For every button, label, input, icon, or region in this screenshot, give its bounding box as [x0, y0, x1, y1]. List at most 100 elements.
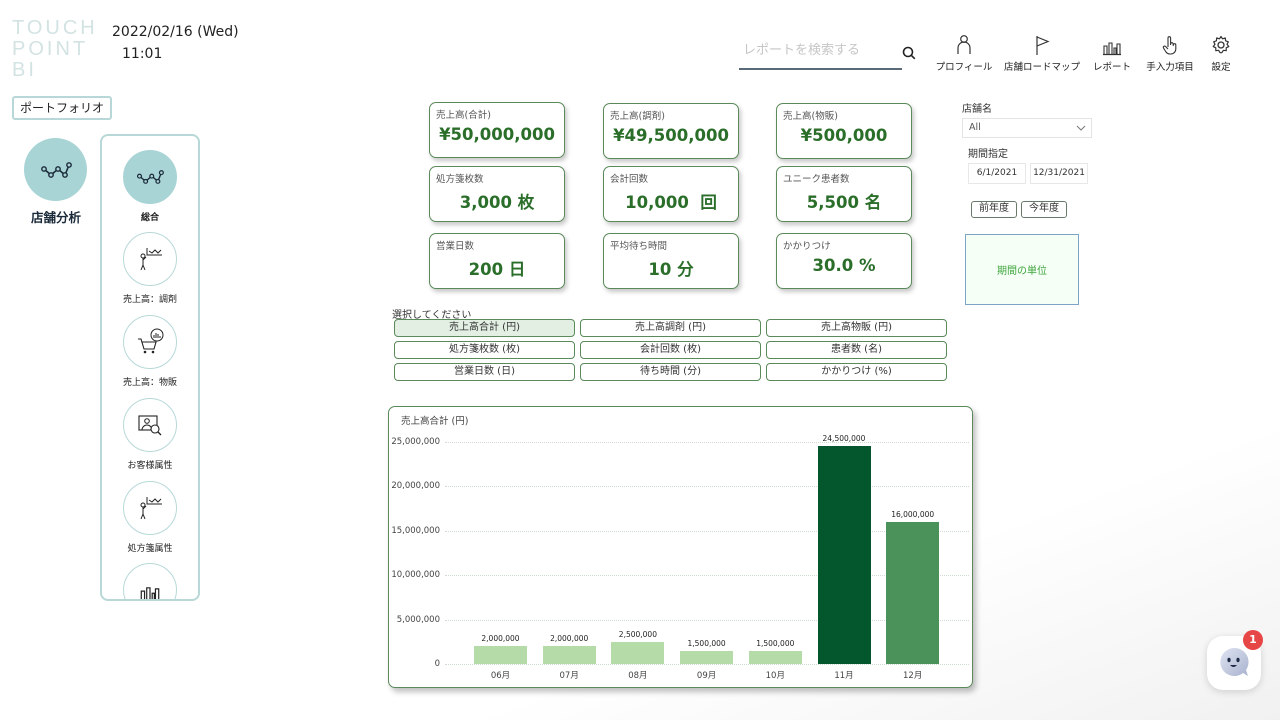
grid-line — [445, 442, 969, 443]
store-analysis-circle — [24, 138, 87, 201]
y-axis-tick-label: 0 — [434, 659, 440, 669]
metric-sales-dispensing[interactable]: 売上高調剤 (円) — [580, 319, 761, 337]
category-store-analysis[interactable]: 店舗分析 — [24, 138, 88, 226]
sales-bar-chart: 売上高合計 (円) 0 5,000,000 10,000,000 15,000,000… — [388, 406, 973, 688]
overview-circle — [123, 150, 177, 204]
metric-prescription-count[interactable]: 処方箋枚数 (枚) — [394, 341, 575, 359]
kpi-value: 30.0 — [812, 256, 854, 275]
metric-wait-time[interactable]: 待ち時間 (分) — [580, 363, 761, 381]
x-axis-category-label: 11月 — [834, 671, 854, 681]
store-select[interactable]: All — [962, 118, 1092, 138]
this-year-button[interactable]: 今年度 — [1021, 201, 1067, 218]
subnav-report[interactable] — [102, 563, 198, 599]
grid-line — [445, 619, 969, 621]
chat-bot-icon — [1220, 647, 1249, 676]
nav-store-roadmap[interactable]: 店舗ロードマップ — [998, 34, 1086, 73]
kpi-value-wrap: 10,000 回 — [604, 189, 738, 213]
app-logo: TOUCH POINT BI — [12, 18, 102, 81]
search-icon[interactable] — [902, 46, 916, 60]
kpi-unit: 分 — [677, 260, 694, 279]
kpi-value-wrap: ¥500,000 — [777, 126, 911, 145]
kpi-unit: 日 — [508, 260, 526, 279]
logo-line-2: POINT — [12, 38, 89, 60]
chart-bar[interactable] — [542, 646, 596, 664]
search-input[interactable] — [739, 32, 902, 70]
nav-settings[interactable]: 設定 — [1202, 34, 1240, 73]
nav-store-roadmap-label: 店舗ロードマップ — [1003, 62, 1080, 73]
filter-panel: 店舗名 All 期間指定 6/1/2021 12/31/2021 — [962, 100, 1102, 184]
kpi-value: 200 — [468, 260, 504, 279]
presenter-chart-icon — [140, 497, 162, 520]
kpi-title: 平均待ち時間 — [610, 241, 668, 252]
kpi-value-wrap: ¥50,000,000 — [430, 125, 564, 144]
chart-bar[interactable] — [886, 521, 940, 664]
subnav-overview-label: 総合 — [140, 213, 159, 223]
gear-icon — [1212, 35, 1230, 54]
kpi-title: かかりつけ — [783, 241, 831, 252]
kpi-regular-patient-rate: かかりつけ 30.0 % — [776, 233, 912, 289]
chart-bar[interactable] — [680, 650, 734, 664]
report-search — [739, 32, 919, 72]
chat-assistant-button[interactable] — [1207, 636, 1261, 690]
metric-regular-rate[interactable]: かかりつけ (%) — [766, 363, 947, 381]
current-date: 2022/02/16 (Wed) — [112, 24, 239, 40]
previous-year-button[interactable]: 前年度 — [971, 201, 1017, 218]
chart-bar[interactable] — [817, 446, 871, 664]
end-date-input[interactable]: 12/31/2021 — [1030, 163, 1088, 184]
chart-bar[interactable] — [748, 650, 802, 664]
kpi-sales-retail: 売上高(物販) ¥500,000 — [776, 103, 912, 159]
bar-chart-icon — [1103, 42, 1121, 56]
subnav-overview[interactable]: 総合 — [102, 150, 198, 223]
chevron-down-icon — [1076, 125, 1086, 131]
chart-bar[interactable] — [474, 646, 527, 664]
start-date-input[interactable]: 6/1/2021 — [968, 163, 1026, 184]
y-axis-tick-label: 25,000,000 — [391, 437, 440, 447]
line-chart-icon — [136, 170, 164, 184]
line-chart-icon — [40, 161, 72, 178]
nav-manual-input[interactable]: 手入力項目 — [1138, 34, 1202, 73]
nav-profile[interactable]: プロフィール — [930, 34, 998, 73]
x-axis-category-label: 08月 — [628, 671, 648, 681]
kpi-avg-wait-time: 平均待ち時間 10 分 — [603, 233, 739, 289]
y-axis-tick-label: 15,000,000 — [391, 525, 440, 536]
sales-dispensing-circle — [123, 232, 177, 286]
metric-business-days[interactable]: 営業日数 (日) — [394, 363, 575, 381]
kpi-checkout-count: 会計回数 10,000 回 — [603, 166, 739, 222]
bar-value-label: 2,500,000 — [618, 629, 657, 639]
metric-sales-total[interactable]: 売上高合計 (円) — [394, 319, 575, 337]
metric-checkout-count[interactable]: 会計回数 (枚) — [580, 341, 761, 359]
x-axis-category-label: 12月 — [903, 671, 923, 681]
kpi-value: 3,000 — [459, 193, 512, 212]
report-circle — [123, 563, 177, 599]
bar-value-label: 24,500,000 — [822, 434, 866, 444]
grid-line — [445, 486, 969, 488]
chart-title: 売上高合計 (円) — [401, 416, 469, 427]
portfolio-button[interactable]: ポートフォリオ — [12, 96, 113, 120]
subnav-sales-retail-label: 売上高：物販 — [122, 378, 177, 388]
subnav-customer-attributes[interactable]: お客様属性 — [102, 398, 198, 471]
kpi-value: ¥49,500,000 — [613, 126, 729, 145]
nav-report[interactable]: レポート — [1086, 34, 1138, 73]
subnav-prescription-attributes[interactable]: 処方箋属性 — [102, 481, 198, 554]
kpi-value-wrap: 3,000 枚 — [430, 189, 564, 213]
bar-chart-icon — [140, 587, 160, 599]
kpi-title: 売上高(物販) — [783, 111, 838, 122]
customer-attributes-circle — [123, 398, 177, 452]
chart-bar[interactable] — [611, 641, 665, 664]
grid-line — [445, 664, 969, 665]
period-unit-selector[interactable]: 期間の単位 — [965, 234, 1079, 305]
kpi-unique-patients: ユニーク患者数 5,500 名 — [776, 166, 912, 222]
datetime: 2022/02/16 (Wed) 11:01 — [112, 24, 239, 62]
kpi-title: 売上高(合計) — [436, 110, 491, 121]
subnav-sales-retail[interactable]: 売上高：物販 — [102, 315, 198, 388]
kpi-sales-total: 売上高(合計) ¥50,000,000 — [429, 102, 565, 158]
metric-patient-count[interactable]: 患者数 (名) — [766, 341, 947, 359]
kpi-sales-dispensing: 売上高(調剤) ¥49,500,000 — [603, 103, 739, 159]
kpi-title: 処方箋枚数 — [436, 174, 484, 185]
y-axis-tick-label: 10,000,000 — [391, 570, 440, 581]
subnav-sales-dispensing[interactable]: 売上高：調剤 — [102, 232, 198, 305]
bar-value-label: 2,000,000 — [481, 634, 520, 644]
metric-sales-retail[interactable]: 売上高物販 (円) — [766, 319, 947, 337]
subnav-sales-dispensing-label: 売上高：調剤 — [122, 295, 177, 305]
person-icon — [957, 35, 971, 54]
